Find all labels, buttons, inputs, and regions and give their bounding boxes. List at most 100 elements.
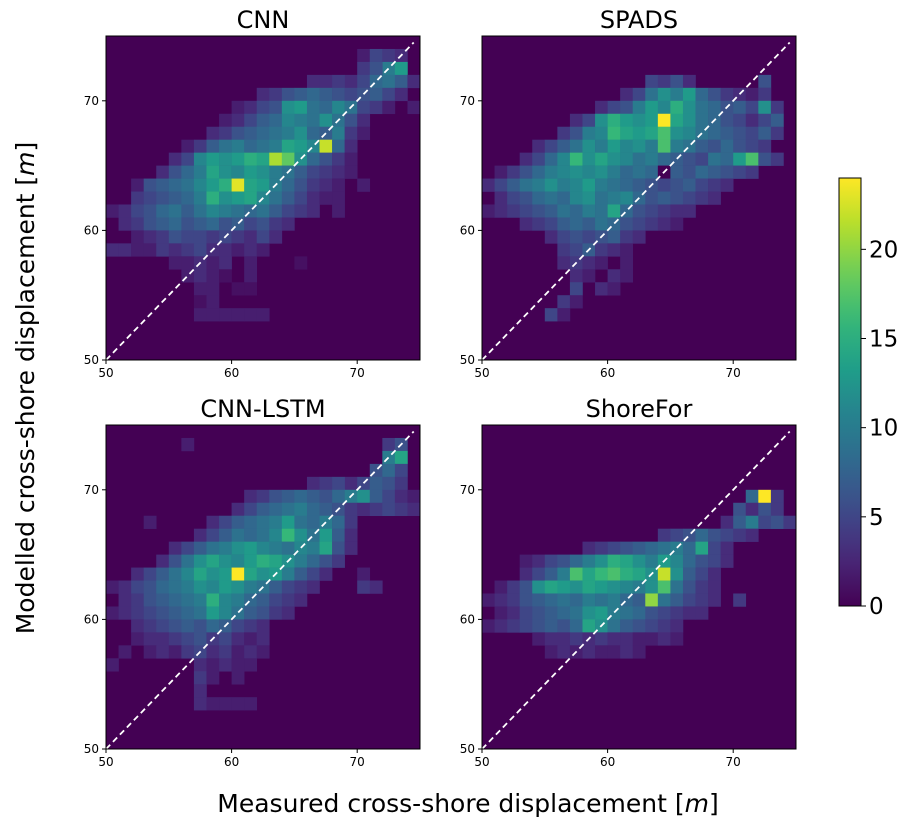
heatmap-cell <box>219 217 232 231</box>
heatmap-cell <box>319 489 333 504</box>
heatmap-cell <box>582 256 596 270</box>
heatmap-cell <box>206 515 220 529</box>
heatmap-cell <box>281 567 295 581</box>
heatmap-cell <box>582 152 596 166</box>
heatmap-cell <box>181 165 195 179</box>
heatmap-cell <box>532 554 546 568</box>
heatmap-cell <box>181 217 195 231</box>
heatmap-panel: ShoreFor 50 60 70 50 60 70 <box>460 395 797 769</box>
heatmap-cell <box>206 580 220 594</box>
heatmap-cell <box>219 580 232 594</box>
heatmap-cell <box>156 178 170 192</box>
heatmap-cell <box>607 126 621 140</box>
heatmap-cell <box>569 204 583 218</box>
ylabel-text: Modelled cross-shore displacement [ <box>11 176 40 634</box>
heatmap-cell <box>269 113 283 128</box>
heatmap-cell <box>244 269 258 283</box>
heatmap-cell <box>708 126 721 140</box>
heatmap-cell <box>156 230 170 244</box>
heatmap-cell <box>369 476 383 491</box>
heatmap-cell <box>269 100 283 115</box>
heatmap-cell <box>620 113 634 128</box>
heatmap-cell <box>407 100 421 115</box>
heatmap-cell <box>357 100 371 115</box>
heatmap-cell <box>544 178 558 192</box>
heatmap-cell <box>595 606 608 620</box>
heatmap-cell <box>720 554 734 568</box>
heatmap-cell <box>582 619 596 633</box>
heatmap-cell <box>319 178 333 192</box>
heatmap-cell <box>219 269 232 283</box>
heatmap-cell <box>256 230 270 244</box>
heatmap-cell <box>482 593 495 607</box>
heatmap-cell <box>670 632 684 646</box>
heatmap-cell <box>306 567 320 581</box>
heatmap-cell <box>143 230 157 244</box>
heatmap-cell <box>708 567 721 581</box>
heatmap-cell <box>281 593 295 607</box>
heatmap-cell <box>344 541 358 555</box>
heatmap-cell <box>595 139 608 153</box>
heatmap-cell <box>206 619 220 633</box>
heatmap-cell <box>306 541 320 555</box>
heatmap-cell <box>344 152 358 166</box>
heatmap-cell <box>595 541 608 555</box>
heatmap-cell <box>620 632 634 646</box>
heatmap-cell <box>294 554 308 568</box>
heatmap-cell <box>231 243 245 257</box>
heatmap-cell <box>532 178 546 192</box>
heatmap-cell <box>745 126 759 140</box>
heatmap-cell <box>156 619 170 633</box>
heatmap-panel: CNN 50 60 70 50 60 70 <box>84 6 421 380</box>
heatmap-cell <box>319 139 333 153</box>
heatmap-cell <box>344 139 358 153</box>
heatmap-cell <box>720 178 734 192</box>
heatmap-cell <box>168 204 182 218</box>
heatmap-cell <box>231 671 245 685</box>
heatmap-cell <box>682 593 696 607</box>
heatmap-cell <box>206 554 220 568</box>
heatmap-cell <box>357 567 371 581</box>
heatmap-cell <box>131 243 144 257</box>
heatmap-cell <box>168 645 182 659</box>
heatmap-cell <box>607 282 621 296</box>
heatmap-cell <box>595 113 608 128</box>
heatmap-cell <box>632 178 646 192</box>
heatmap-cell <box>620 191 634 205</box>
heatmap-cell <box>544 152 558 166</box>
heatmap-cell <box>231 178 245 192</box>
heatmap-cell <box>219 165 232 179</box>
heatmap-cell <box>682 113 696 128</box>
heatmap-cell <box>244 528 258 542</box>
heatmap-cell <box>620 269 634 283</box>
heatmap-cell <box>582 217 596 231</box>
heatmap-cell <box>657 606 671 620</box>
heatmap-cell <box>595 165 608 179</box>
heatmap-cell <box>256 243 270 257</box>
heatmap-cell <box>181 437 195 452</box>
heatmap-cell <box>231 645 245 659</box>
heatmap-cell <box>758 126 772 140</box>
heatmap-cell <box>181 619 195 633</box>
heatmap-cell <box>244 282 258 296</box>
heatmap-cell <box>294 489 308 504</box>
heatmap-cell <box>758 100 772 115</box>
heatmap-cell <box>332 152 345 166</box>
colorbar-tick-label: 15 <box>869 327 898 353</box>
heatmap-cell <box>231 191 245 205</box>
heatmap-cell <box>219 606 232 620</box>
heatmap-cell <box>294 113 308 128</box>
heatmap-cell <box>407 74 421 89</box>
heatmap-cell <box>118 204 132 218</box>
heatmap-cell <box>306 152 320 166</box>
heatmap-cell <box>733 113 747 128</box>
heatmap-cell <box>131 204 144 218</box>
heatmap-cell <box>745 165 759 179</box>
heatmap-cell <box>244 554 258 568</box>
x-tick-label: 70 <box>726 366 741 380</box>
heatmap-cell <box>281 606 295 620</box>
heatmap-cell <box>708 541 721 555</box>
heatmap-cell <box>306 515 320 529</box>
heatmap-cell <box>569 243 583 257</box>
heatmap-cell <box>695 178 709 192</box>
